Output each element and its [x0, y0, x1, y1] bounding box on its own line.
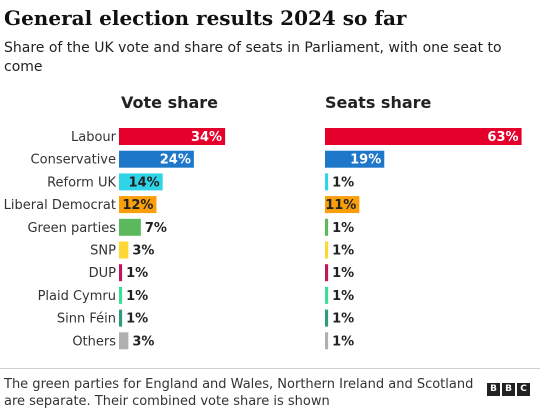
data-label: 63%: [487, 130, 518, 145]
bar: [119, 286, 123, 304]
data-label: 1%: [332, 221, 354, 236]
category-label: SNP: [90, 244, 116, 259]
data-label: 11%: [325, 198, 356, 213]
bar: [119, 128, 226, 145]
data-label: 1%: [332, 244, 354, 259]
bar: [119, 309, 123, 327]
bar: [325, 309, 329, 327]
bbc-logo-letter: B: [487, 383, 500, 396]
bar: [119, 218, 141, 236]
vote-share-heading: Vote share: [121, 93, 219, 112]
bar: [119, 264, 123, 282]
bbc-logo-letter: C: [517, 383, 530, 396]
data-label: 12%: [122, 198, 153, 213]
data-label: 3%: [132, 334, 154, 349]
data-label: 1%: [126, 312, 148, 327]
bar: [325, 332, 329, 350]
bar: [325, 150, 385, 168]
bar: [119, 150, 194, 168]
data-label: 34%: [191, 130, 222, 145]
category-label: Sinn Féin: [57, 312, 116, 327]
category-label: Labour: [71, 130, 117, 145]
bar: [325, 128, 522, 145]
chart-title: General election results 2024 so far: [4, 6, 407, 30]
bar: [325, 286, 329, 304]
footer-divider: [0, 368, 540, 369]
bar: [119, 332, 129, 350]
category-label: DUP: [89, 266, 117, 281]
category-label: Reform UK: [47, 175, 116, 190]
category-label: Liberal Democrat: [4, 198, 116, 213]
category-label: Others: [72, 334, 116, 349]
bar: [119, 241, 129, 259]
category-label: Plaid Cymru: [38, 289, 116, 304]
data-label: 1%: [332, 289, 354, 304]
bar: [119, 173, 163, 191]
bar: [325, 264, 329, 282]
seats-share-heading: Seats share: [325, 93, 432, 112]
data-label: 1%: [126, 289, 148, 304]
data-label: 1%: [332, 175, 354, 190]
data-label: 3%: [132, 244, 154, 259]
data-label: 7%: [145, 221, 167, 236]
data-label: 24%: [160, 153, 191, 168]
bbc-logo: B B C: [487, 383, 530, 396]
data-label: 1%: [332, 312, 354, 327]
bar: [325, 218, 329, 236]
bbc-logo-letter: B: [502, 383, 515, 396]
data-label: 1%: [332, 334, 354, 349]
data-label: 1%: [126, 266, 148, 281]
data-label: 1%: [332, 266, 354, 281]
bar: [119, 196, 157, 214]
data-label: 19%: [350, 153, 381, 168]
category-label: Green parties: [27, 221, 116, 236]
bar: [325, 196, 360, 214]
footer-note: The green parties for England and Wales,…: [4, 377, 474, 409]
category-label: Conservative: [31, 153, 116, 168]
data-label: 14%: [129, 175, 160, 190]
chart-subtitle: Share of the UK vote and share of seats …: [4, 40, 502, 75]
bar: [325, 173, 329, 191]
bar: [325, 241, 329, 259]
